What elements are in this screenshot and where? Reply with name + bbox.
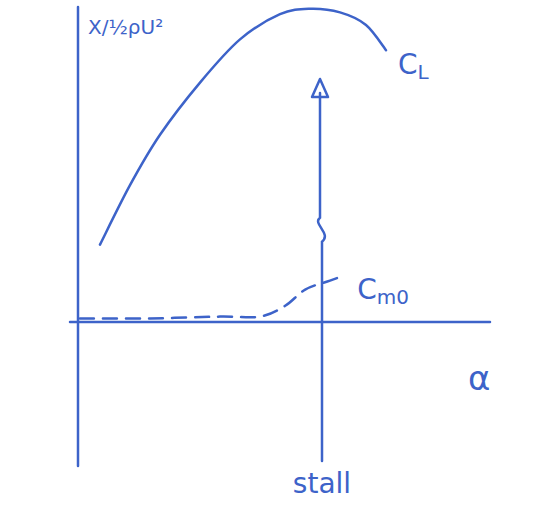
annotation-arrowhead [312,79,328,97]
annotation-arrow [318,93,325,461]
series-line [80,275,345,318]
x-axis [70,321,490,324]
annotation-text: stall [293,467,351,500]
label-main: C [398,48,418,81]
chart: X/½ρU²αCLCm0stall [0,0,544,507]
series-label: Cm0 [357,273,409,309]
x-axis-title: α [468,358,490,398]
series-labels: CLCm0 [357,48,429,309]
label-main: C [357,273,377,306]
plot-marks [80,9,386,319]
label-sub: m0 [377,285,409,309]
label-sub: L [418,60,430,84]
y-axis [77,7,80,466]
y-axis-title: X/½ρU² [88,15,163,39]
series-label: CL [398,48,430,84]
series-line [100,9,386,245]
